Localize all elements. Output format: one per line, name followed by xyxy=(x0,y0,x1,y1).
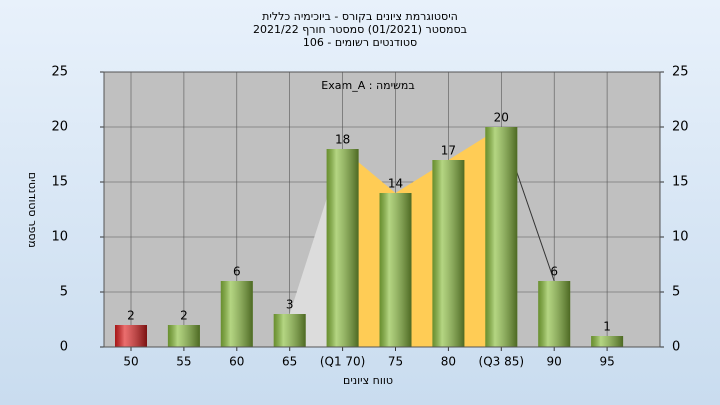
bar-shade xyxy=(220,281,253,347)
chart-title: היסטוגרמת ציונים בקורס - ביוכימיה כללית xyxy=(262,10,458,23)
bar-shade xyxy=(326,149,359,347)
data-label: 3 xyxy=(286,298,294,312)
x-tick-label: (Q3 85) xyxy=(479,355,525,369)
y2-tick-label: 10 xyxy=(672,230,689,245)
x-tick-label: (Q1 70) xyxy=(320,355,366,369)
bar-shade xyxy=(167,325,200,347)
bar-shade xyxy=(538,281,571,347)
data-label: 6 xyxy=(233,265,241,279)
data-label: 17 xyxy=(441,144,456,158)
x-tick-label: 60 xyxy=(229,355,244,369)
y-tick-label: 20 xyxy=(51,120,68,135)
x-tick-label: 55 xyxy=(176,355,191,369)
x-tick-label: 80 xyxy=(441,355,456,369)
x-axis-label: טווח ציונים xyxy=(343,374,393,387)
data-label: 2 xyxy=(180,309,188,323)
bar-shade xyxy=(379,193,412,347)
data-label: 14 xyxy=(388,177,403,191)
bar-shade xyxy=(115,325,147,347)
chart-subtitle: סטודנטים רשומים - 106 xyxy=(303,36,417,49)
data-label: 18 xyxy=(335,133,350,147)
x-tick-label: 90 xyxy=(547,355,562,369)
y-tick-label: 0 xyxy=(60,340,68,355)
bar-shade xyxy=(591,336,624,347)
x-tick-label: 50 xyxy=(123,355,138,369)
y-tick-label: 5 xyxy=(60,285,68,300)
y-tick-label: 10 xyxy=(51,230,68,245)
data-label: 20 xyxy=(494,111,509,125)
y2-tick-label: 20 xyxy=(672,120,689,135)
x-tick-label: 65 xyxy=(282,355,297,369)
x-tick-label: 75 xyxy=(388,355,403,369)
data-label: 2 xyxy=(127,309,135,323)
annotation: במשימה : Exam_A xyxy=(321,79,414,92)
y2-tick-label: 0 xyxy=(672,340,680,355)
y2-tick-label: 5 xyxy=(672,285,680,300)
y-tick-label: 25 xyxy=(51,65,68,80)
bar-shade xyxy=(432,160,465,347)
x-tick-label: 95 xyxy=(599,355,614,369)
y2-tick-label: 25 xyxy=(672,65,689,80)
data-label: 1 xyxy=(603,320,611,334)
data-label: 6 xyxy=(550,265,558,279)
bar-shade xyxy=(485,127,518,347)
bar-shade xyxy=(273,314,306,347)
chart-subtitle: בסמסטר (01/2021) סמסטר חורף 2021/22 xyxy=(253,23,467,36)
y-tick-label: 15 xyxy=(51,175,68,190)
plot-frame xyxy=(103,71,661,348)
y2-tick-label: 15 xyxy=(672,175,689,190)
y-axis-label: מספר סטודנטים xyxy=(26,172,39,248)
